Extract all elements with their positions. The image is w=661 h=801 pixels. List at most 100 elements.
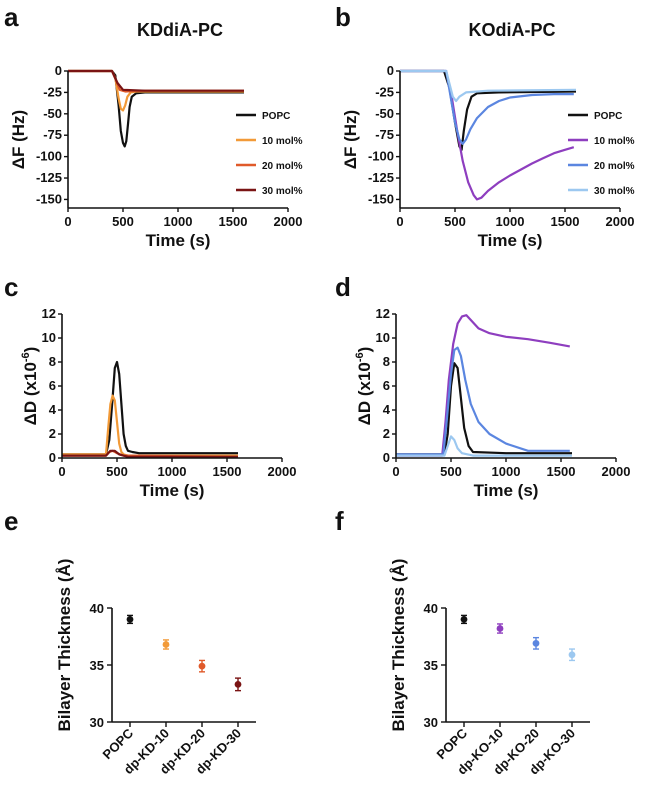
x-tick-label: 2000: [602, 464, 631, 479]
panel-letter-b: b: [335, 2, 351, 32]
data-point-e-0: [126, 616, 134, 623]
legend-label-a-0: POPC: [262, 111, 290, 122]
x-tick-label: 1500: [551, 214, 580, 229]
y-tick-label: 4: [383, 402, 391, 417]
y-tick-label: -125: [36, 170, 62, 185]
x-tick-label: 2000: [274, 214, 303, 229]
series-line-c-0: [62, 360, 238, 456]
series-line-b-3: [400, 69, 577, 103]
chart-title-b: KOdiA-PC: [469, 20, 556, 40]
data-point-f-0: [460, 616, 468, 623]
series-line-a-0: [68, 69, 244, 148]
panel-letter-a: a: [4, 2, 19, 32]
series-line-a-2: [68, 69, 244, 93]
y-tick-label: -75: [375, 127, 394, 142]
y-tick-label: 2: [49, 426, 56, 441]
x-tick-label: 500: [444, 214, 466, 229]
legend-label-b-1: 10 mol%: [594, 136, 635, 147]
x-tick-label: 2000: [268, 464, 297, 479]
x-tick-label: 0: [58, 464, 65, 479]
y-tick-label: 30: [424, 715, 438, 730]
y-tick-label: 0: [383, 450, 390, 465]
legend-label-b-0: POPC: [594, 111, 622, 122]
series-line-c-3: [62, 449, 238, 458]
y-tick-label: 35: [424, 658, 438, 673]
y-axis-label-b: ΔF (Hz): [341, 110, 360, 169]
x-axis-label-a: Time (s): [146, 231, 211, 250]
x-tick-label: 0: [396, 214, 403, 229]
series-line-c-1: [62, 394, 238, 457]
y-tick-label: -25: [43, 84, 62, 99]
y-tick-label: 4: [49, 402, 57, 417]
series-line-b-0: [400, 69, 577, 151]
legend-label-b-3: 30 mol%: [594, 186, 635, 197]
x-tick-label: 500: [112, 214, 134, 229]
x-tick-label: 0: [64, 214, 71, 229]
y-tick-label: 0: [49, 450, 56, 465]
series-line-d-2: [396, 346, 570, 456]
y-tick-label: 12: [376, 306, 390, 321]
y-tick-label: 12: [42, 306, 56, 321]
y-tick-label: -150: [36, 191, 62, 206]
x-tick-label: 500: [440, 464, 462, 479]
legend-label-a-2: 20 mol%: [262, 161, 303, 172]
y-tick-label: 2: [383, 426, 390, 441]
legend-label-a-1: 10 mol%: [262, 136, 303, 147]
panel-letter-e: e: [4, 506, 18, 536]
x-tick-label: 1500: [213, 464, 242, 479]
y-tick-label: 8: [49, 354, 56, 369]
panel-letter-c: c: [4, 272, 18, 302]
data-point-f-1: [496, 625, 504, 632]
y-axis-label-a: ΔF (Hz): [9, 110, 28, 169]
panel-d: d 0 500 1000 1500 2000 0 2 4 6 8 10 12 Time (s) ΔD (x1…: [335, 272, 630, 500]
legend-label-b-2: 20 mol%: [594, 161, 635, 172]
y-tick-label: -50: [375, 106, 394, 121]
y-tick-label: 0: [55, 63, 62, 78]
panel-letter-f: f: [335, 506, 344, 536]
y-tick-label: -75: [43, 127, 62, 142]
y-tick-label: 6: [383, 378, 390, 393]
chart-title-a: KDdiA-PC: [137, 20, 223, 40]
data-point-e-1: [162, 641, 170, 648]
y-axis-label-d: ΔD (x10-6): [354, 347, 374, 426]
series-line-a-3: [68, 69, 244, 92]
y-tick-label: 10: [376, 330, 390, 345]
x-axis-label-d: Time (s): [474, 481, 539, 500]
y-tick-label: 8: [383, 354, 390, 369]
y-tick-label: 30: [90, 715, 104, 730]
x-axis-label-b: Time (s): [478, 231, 543, 250]
x-tick-label: 1000: [158, 464, 187, 479]
data-point-e-3: [234, 680, 242, 688]
y-axis-label-e: Bilayer Thickness (Å): [55, 559, 74, 732]
y-tick-label: 35: [90, 658, 104, 673]
y-tick-label: 40: [424, 601, 438, 616]
series-line-d-3: [396, 435, 572, 457]
y-tick-label: 6: [49, 378, 56, 393]
x-tick-label: 2000: [606, 214, 635, 229]
x-tick-label: 0: [392, 464, 399, 479]
x-tick-label: 500: [106, 464, 128, 479]
x-tick-label: 1000: [492, 464, 521, 479]
series-line-d-1: [396, 314, 570, 457]
data-point-e-2: [198, 662, 206, 670]
data-point-f-2: [532, 639, 540, 647]
legend-label-a-3: 30 mol%: [262, 186, 303, 197]
series-line-b-2: [400, 69, 574, 145]
y-tick-label: -25: [375, 84, 394, 99]
y-tick-label: -125: [368, 170, 394, 185]
panel-letter-d: d: [335, 272, 351, 302]
y-axis-label-f: Bilayer Thickness (Å): [389, 559, 408, 732]
y-tick-label: 10: [42, 330, 56, 345]
y-tick-label: 0: [387, 63, 394, 78]
panel-c: c 0 500 1000 1500 2000 0 2 4 6 8 10 12 Time (s) ΔD (x1…: [4, 272, 296, 500]
panel-a: a KDdiA-PC 0 500 1000 1500 2000 0 -25 -50 -75 -100 -…: [4, 2, 303, 250]
y-axis-label-c: ΔD (x10-6): [20, 347, 40, 426]
y-tick-label: -100: [368, 149, 394, 164]
x-tick-label: 1000: [496, 214, 525, 229]
x-axis-label-c: Time (s): [140, 481, 205, 500]
y-tick-label: -50: [43, 106, 62, 121]
x-tick-label: 1000: [164, 214, 193, 229]
y-tick-label: -100: [36, 149, 62, 164]
